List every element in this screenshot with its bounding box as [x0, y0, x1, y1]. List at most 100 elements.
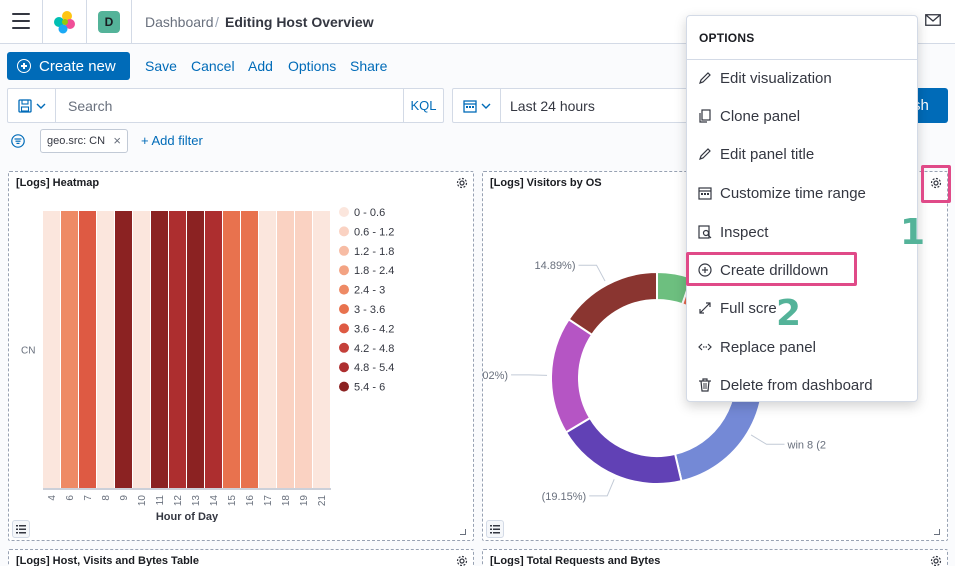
save-disk-icon — [17, 98, 32, 113]
filter-options-icon[interactable] — [11, 134, 25, 148]
heatmap-panel: [Logs] Heatmap 4 6 7 8 9 10 11 12 13 14 15 16 17 18 19… — [8, 171, 474, 541]
x-axis-title: Hour of Day — [156, 511, 219, 522]
save-link[interactable]: Save — [145, 58, 177, 74]
legend-swatch[interactable] — [339, 226, 349, 237]
create-new-label: Create new — [39, 57, 116, 75]
heatmap-cell[interactable] — [277, 211, 294, 488]
pencil-icon — [699, 72, 711, 84]
legend-label[interactable]: 1.2 - 1.8 — [354, 246, 394, 258]
options-link[interactable]: Options — [288, 58, 337, 74]
chevron-down-icon — [481, 103, 490, 109]
legend-label[interactable]: 1.8 - 2.4 — [354, 265, 394, 277]
legend-swatch[interactable] — [339, 342, 349, 353]
legend-label[interactable]: 5.4 - 6 — [354, 382, 385, 394]
legend-swatch[interactable] — [339, 245, 349, 256]
heatmap-cell[interactable] — [187, 211, 204, 488]
search-input[interactable]: Search — [68, 98, 113, 114]
legend-label[interactable]: 2.4 - 3 — [354, 285, 385, 297]
x-tick-label: 17 — [263, 495, 274, 507]
legend-toggle-button[interactable] — [486, 520, 504, 538]
legend-label[interactable]: 4.8 - 5.4 — [354, 362, 394, 374]
resize-handle[interactable] — [460, 529, 466, 535]
x-tick-label: 8 — [101, 495, 112, 501]
quick-time-button[interactable] — [453, 89, 501, 122]
heatmap-cell[interactable] — [241, 211, 258, 488]
breadcrumb-separator: / — [215, 14, 219, 30]
menu-icon[interactable] — [12, 13, 30, 29]
legend-swatch[interactable] — [339, 207, 349, 217]
pencil-icon — [699, 148, 711, 160]
heatmap-cell[interactable] — [313, 211, 330, 488]
share-link[interactable]: Share — [350, 58, 388, 74]
heatmap-cell[interactable] — [151, 211, 168, 488]
saved-query-button[interactable] — [8, 89, 56, 122]
menu-item-clone-panel[interactable]: Clone panel — [687, 98, 917, 134]
legend-toggle-button[interactable] — [12, 520, 30, 538]
mail-icon[interactable] — [925, 14, 941, 26]
heatmap-cell[interactable] — [205, 211, 222, 488]
legend-label[interactable]: 4.2 - 4.8 — [354, 343, 394, 355]
legend-swatch[interactable] — [339, 284, 349, 295]
legend-swatch[interactable] — [339, 362, 349, 373]
donut-slice[interactable] — [564, 416, 683, 485]
menu-item-replace-panel[interactable]: Replace panel — [687, 329, 917, 365]
menu-item-create-drilldown[interactable]: Create drilldown — [687, 252, 917, 288]
breadcrumb-current: Editing Host Overview — [225, 14, 374, 30]
legend-swatch[interactable] — [339, 323, 349, 334]
heatmap-chart: 4 6 7 8 9 10 11 12 13 14 15 16 17 18 19 21 CN Hour of Day… — [21, 207, 394, 522]
panel-title: [Logs] Visitors by OS — [490, 177, 602, 189]
space-avatar[interactable]: D — [98, 11, 120, 33]
heatmap-cell[interactable] — [295, 211, 312, 488]
heatmap-cell[interactable] — [133, 211, 150, 488]
gear-icon[interactable] — [929, 554, 943, 566]
resize-handle[interactable] — [934, 529, 940, 535]
breadcrumb-dashboard[interactable]: Dashboard — [145, 14, 214, 30]
x-tick-label: 6 — [65, 495, 76, 501]
heatmap-cell[interactable] — [97, 211, 114, 488]
heatmap-cell[interactable] — [115, 211, 132, 488]
panel-options-menu: OPTIONS Edit visualization Clone panel E… — [686, 15, 918, 402]
header-divider — [86, 0, 87, 44]
legend-swatch[interactable] — [339, 265, 349, 276]
donut-slice[interactable] — [567, 270, 658, 337]
filter-pill[interactable]: geo.src: CN × — [40, 129, 128, 153]
heatmap-cell[interactable] — [43, 211, 60, 488]
legend-swatch[interactable] — [339, 381, 349, 392]
menu-item-full-screen[interactable]: Full scre — [687, 290, 917, 326]
cancel-link[interactable]: Cancel — [191, 58, 235, 74]
x-tick-label: 13 — [191, 495, 202, 507]
legend-label[interactable]: 3 - 3.6 — [354, 304, 385, 316]
gear-icon[interactable] — [455, 176, 469, 190]
gear-icon[interactable] — [929, 176, 943, 190]
add-link[interactable]: Add — [248, 58, 273, 74]
x-tick-label: 16 — [245, 495, 256, 507]
create-new-button[interactable]: Create new — [7, 52, 130, 80]
legend-label[interactable]: 0 - 0.6 — [354, 207, 385, 219]
menu-item-inspect[interactable]: Inspect — [687, 214, 917, 250]
swap-icon — [698, 343, 712, 351]
x-tick-label: 18 — [281, 495, 292, 507]
legend-label[interactable]: 3.6 - 4.2 — [354, 323, 394, 335]
donut-slice[interactable] — [550, 317, 594, 434]
legend-swatch[interactable] — [339, 304, 349, 314]
gear-icon[interactable] — [455, 554, 469, 566]
time-range-value[interactable]: Last 24 hours — [510, 98, 595, 114]
menu-item-customize-time-range[interactable]: Customize time range — [687, 175, 917, 211]
heatmap-cell[interactable] — [169, 211, 186, 488]
menu-item-label: Customize time range — [720, 184, 866, 202]
kql-toggle[interactable]: KQL — [403, 89, 443, 122]
heatmap-cell[interactable] — [61, 211, 78, 488]
step-number-2: 2 — [776, 293, 802, 334]
menu-item-edit-panel-title[interactable]: Edit panel title — [687, 136, 917, 172]
menu-item-delete-from-dashboard[interactable]: Delete from dashboard — [687, 367, 917, 403]
heatmap-cell[interactable] — [259, 211, 276, 488]
trash-icon — [699, 378, 711, 392]
heatmap-cell[interactable] — [223, 211, 240, 488]
elastic-logo-icon[interactable] — [53, 10, 77, 34]
menu-item-edit-visualization[interactable]: Edit visualization — [687, 60, 917, 96]
legend-label[interactable]: 0.6 - 1.2 — [354, 226, 394, 238]
close-icon[interactable]: × — [113, 133, 121, 148]
header-divider — [42, 0, 43, 44]
add-filter-link[interactable]: + Add filter — [141, 133, 203, 148]
heatmap-cell[interactable] — [79, 211, 96, 488]
